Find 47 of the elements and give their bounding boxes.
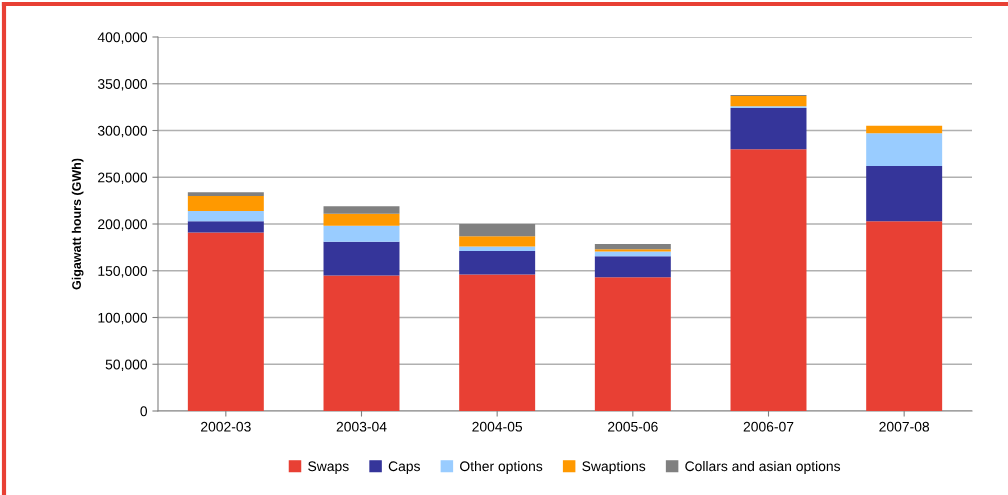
bar: [866, 221, 943, 411]
bar: [459, 274, 536, 411]
bar: [730, 149, 807, 411]
legend-label: Caps: [388, 461, 420, 474]
bar: [187, 232, 264, 411]
x-tick-label: 2004-05: [472, 421, 523, 432]
y-tick-label: 50,000: [105, 359, 148, 372]
x-tick-label: 2005-06: [608, 421, 658, 432]
bar: [459, 246, 536, 252]
bar: [866, 125, 943, 134]
bar: [323, 275, 400, 411]
bar: [594, 244, 671, 250]
bar: [730, 95, 807, 107]
x-tick-label: 2003-04: [336, 421, 387, 432]
bar: [187, 192, 264, 196]
bar: [187, 210, 264, 222]
y-axis-title: Gigawatt hours (GWh): [71, 158, 84, 290]
bar: [594, 249, 671, 252]
legend-label: Other options: [460, 460, 543, 474]
legend-label: Swaps: [308, 461, 349, 474]
bar: [459, 224, 536, 237]
x-tick-label: 2006-07: [743, 421, 794, 432]
bar: [187, 221, 264, 233]
bar: [323, 241, 400, 276]
y-tick-label: 400,000: [97, 32, 148, 44]
bar: [866, 133, 943, 167]
x-tick-label: 2007-08: [879, 421, 930, 432]
y-tick-label: 150,000: [98, 266, 148, 278]
x-tick-label: 2002-03: [201, 421, 251, 432]
y-tick-label: 100,000: [98, 312, 148, 325]
bar: [866, 166, 943, 222]
y-tick-label: 350,000: [97, 79, 148, 91]
y-tick-label: 200,000: [98, 219, 148, 231]
bar: [187, 195, 264, 211]
y-tick-label: 0: [140, 406, 148, 417]
bar: [594, 256, 671, 278]
bar: [323, 225, 400, 242]
bar: [730, 108, 807, 150]
bar: [323, 206, 400, 214]
legend-label: Swaptions: [582, 460, 646, 474]
legend-label: Collars and asian options: [685, 460, 841, 474]
bar: [459, 236, 536, 247]
bar: [459, 251, 536, 275]
bar: [323, 213, 400, 226]
y-tick-label: 250,000: [98, 172, 148, 185]
y-tick-label: 300,000: [97, 125, 148, 138]
bar: [594, 277, 671, 411]
